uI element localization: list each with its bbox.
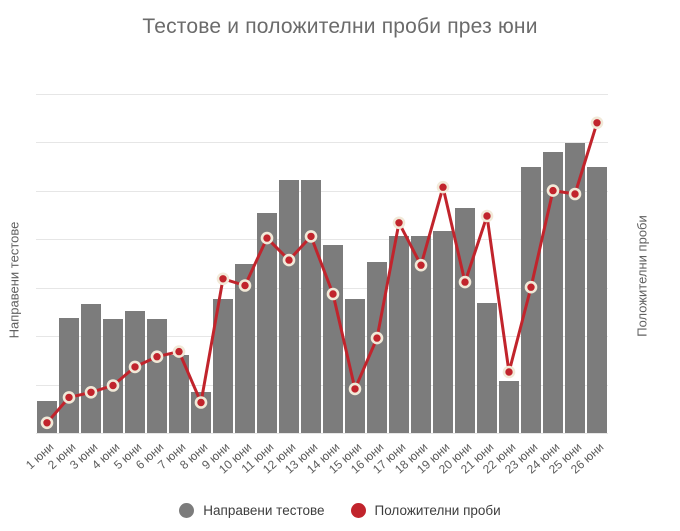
- x-tick-label: 3 юни: [66, 440, 101, 473]
- line-point[interactable]: [84, 385, 98, 399]
- line-point[interactable]: [414, 258, 428, 272]
- line-point[interactable]: [128, 360, 142, 374]
- x-tick-label: 13 юни: [282, 440, 321, 477]
- line-point[interactable]: [260, 231, 274, 245]
- line-point[interactable]: [106, 379, 120, 392]
- x-tick-label: 20 юни: [436, 440, 475, 477]
- x-tick-label: 18 юни: [392, 440, 431, 477]
- bar[interactable]: [213, 299, 233, 433]
- line-point[interactable]: [326, 287, 340, 301]
- x-tick-label: 1 юни: [22, 440, 57, 473]
- line-point[interactable]: [502, 365, 516, 379]
- x-tick-label: 17 юни: [370, 440, 409, 477]
- x-tick-label: 14 юни: [304, 440, 343, 477]
- gridline: [36, 239, 608, 240]
- x-tick-label: 21 юни: [458, 440, 497, 477]
- legend: Направени тестове Положителни проби: [0, 503, 680, 518]
- line-point[interactable]: [282, 253, 296, 267]
- legend-item-positive: Положителни проби: [350, 503, 501, 518]
- line-point[interactable]: [216, 272, 230, 286]
- line-point[interactable]: [348, 382, 362, 396]
- bar[interactable]: [499, 380, 519, 433]
- bar[interactable]: [235, 263, 255, 433]
- bar[interactable]: [147, 319, 167, 433]
- x-tick-label: 2 юни: [44, 440, 79, 473]
- bar[interactable]: [81, 304, 101, 433]
- bar[interactable]: [389, 236, 409, 433]
- x-tick-label: 22 юни: [480, 440, 519, 477]
- x-tick-label: 16 юни: [348, 440, 387, 477]
- x-tick-label: 10 юни: [216, 440, 255, 477]
- gridline: [36, 142, 608, 143]
- x-tick-label: 5 юни: [110, 440, 145, 473]
- line-point[interactable]: [436, 180, 450, 194]
- line-point[interactable]: [546, 184, 560, 197]
- line-point[interactable]: [480, 209, 494, 223]
- gridline: [36, 288, 608, 289]
- bar[interactable]: [521, 166, 541, 433]
- gridline: [36, 433, 608, 434]
- legend-label-tests: Направени тестове: [203, 503, 325, 518]
- gridline: [36, 336, 608, 337]
- legend-marker-positive-icon: [350, 503, 366, 518]
- legend-label-positive: Положителни проби: [374, 503, 501, 518]
- x-tick-label: 25 юни: [546, 440, 585, 477]
- line-point[interactable]: [392, 216, 406, 230]
- x-tick-label: 24 юни: [524, 440, 563, 477]
- bar[interactable]: [433, 231, 453, 433]
- bar[interactable]: [477, 302, 497, 433]
- bar[interactable]: [169, 355, 189, 433]
- bar[interactable]: [257, 212, 277, 433]
- x-tick-label: 26 юни: [568, 440, 607, 477]
- x-tick-label: 6 юни: [132, 440, 167, 473]
- line-point[interactable]: [150, 350, 164, 364]
- line-point[interactable]: [304, 230, 318, 243]
- line-point[interactable]: [40, 416, 54, 430]
- bar[interactable]: [411, 236, 431, 433]
- line-series: [40, 116, 604, 430]
- gridline: [36, 385, 608, 386]
- gridline: [36, 94, 608, 95]
- bar[interactable]: [345, 299, 365, 433]
- plot-area: [36, 94, 608, 434]
- legend-marker-tests-icon: [179, 503, 195, 518]
- x-tick-label: 23 юни: [502, 440, 541, 477]
- x-tick-label: 7 юни: [154, 440, 189, 473]
- line-point[interactable]: [524, 280, 538, 294]
- line-path: [45, 121, 599, 425]
- x-tick-label: 15 юни: [326, 440, 365, 477]
- x-tick-label: 12 юни: [260, 440, 299, 477]
- bar[interactable]: [565, 143, 585, 433]
- bar[interactable]: [279, 180, 299, 433]
- gridline: [36, 191, 608, 192]
- x-tick-label: 9 юни: [198, 440, 233, 473]
- x-tick-label: 8 юни: [176, 440, 211, 473]
- legend-item-tests: Направени тестове: [179, 503, 325, 518]
- x-tick-label: 4 юни: [88, 440, 123, 473]
- line-point[interactable]: [590, 116, 604, 130]
- line-point[interactable]: [568, 187, 582, 201]
- x-tick-label: 11 юни: [238, 440, 277, 476]
- y-axis-label-right: Положителни проби: [634, 215, 650, 337]
- y-axis-label-left: Направени тестове: [6, 221, 22, 339]
- bar[interactable]: [587, 166, 607, 433]
- line-point[interactable]: [194, 396, 208, 409]
- line-point[interactable]: [458, 275, 472, 289]
- line-point[interactable]: [370, 331, 384, 345]
- bar[interactable]: [543, 151, 563, 433]
- line-point[interactable]: [238, 279, 252, 292]
- x-tick-label: 19 юни: [414, 440, 453, 477]
- chart-title: Тестове и положителни проби през юни: [142, 15, 538, 38]
- line-point[interactable]: [62, 391, 76, 404]
- line-point[interactable]: [172, 345, 186, 358]
- bar[interactable]: [103, 319, 123, 433]
